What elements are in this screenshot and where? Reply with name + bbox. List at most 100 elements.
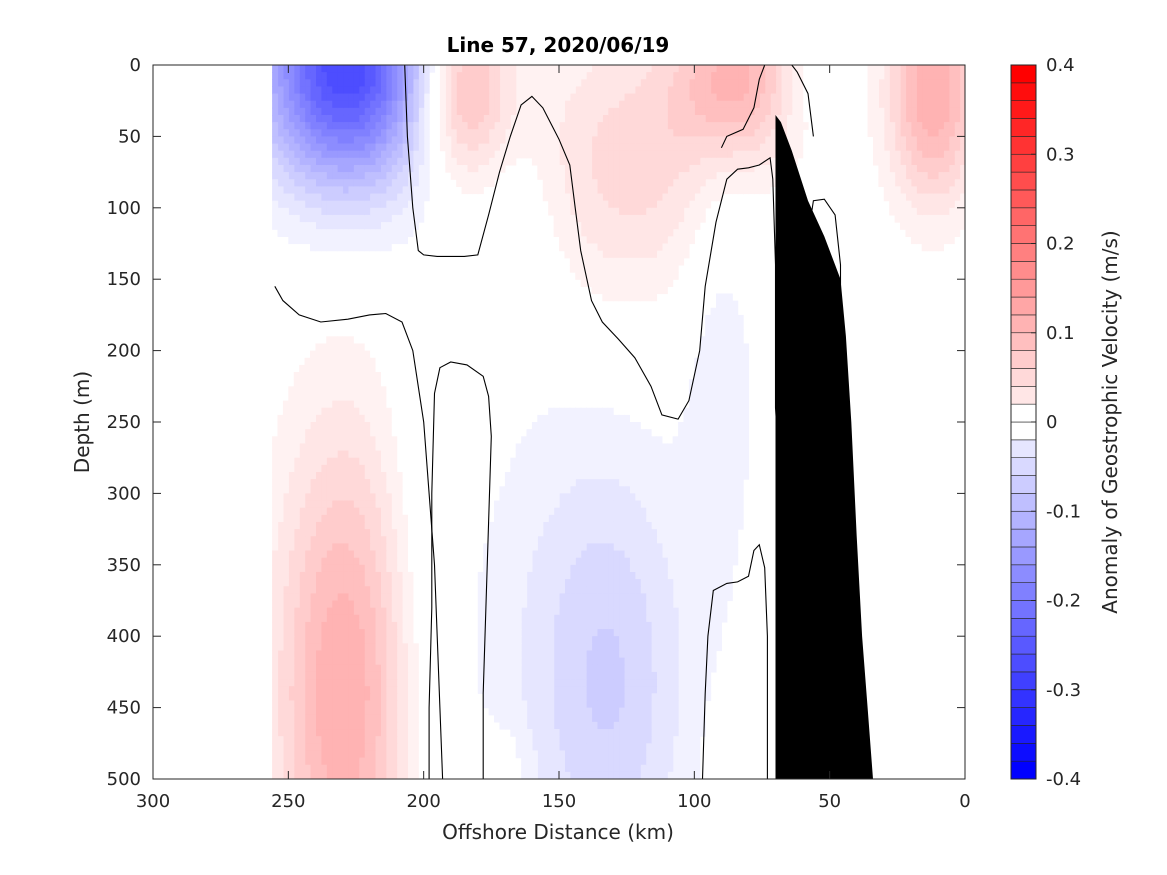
heatmap-cell	[872, 122, 879, 130]
heatmap-cell	[943, 186, 950, 195]
heatmap-cell	[483, 79, 490, 88]
heatmap-cell	[602, 714, 609, 723]
heatmap-cell	[602, 557, 609, 566]
heatmap-cell	[510, 529, 517, 537]
heatmap-cell	[732, 479, 739, 487]
heatmap-cell	[867, 100, 874, 109]
heatmap-cell	[645, 771, 652, 779]
heatmap-cell	[380, 714, 387, 723]
heatmap-cell	[391, 521, 398, 530]
heatmap-cell	[374, 129, 381, 137]
heatmap-cell	[564, 172, 571, 180]
heatmap-cell	[494, 107, 501, 116]
heatmap-cell	[504, 664, 511, 673]
heatmap-cell	[705, 521, 712, 530]
heatmap-cell	[640, 65, 647, 73]
heatmap-cell	[629, 679, 636, 687]
heatmap-cell	[721, 536, 728, 544]
heatmap-cell	[499, 514, 506, 523]
heatmap-cell	[688, 629, 695, 637]
heatmap-cell	[651, 222, 658, 230]
heatmap-cell	[575, 750, 582, 759]
heatmap-cell	[905, 229, 912, 237]
heatmap-cell	[553, 429, 560, 437]
heatmap-cell	[743, 414, 750, 423]
heatmap-cell	[515, 443, 522, 452]
heatmap-cell	[607, 157, 614, 166]
heatmap-cell	[380, 607, 387, 616]
heatmap-cell	[661, 750, 668, 759]
heatmap-cell	[667, 693, 674, 702]
heatmap-cell	[396, 179, 403, 187]
heatmap-cell	[678, 536, 685, 544]
heatmap-cell	[575, 450, 582, 459]
heatmap-cell	[656, 750, 663, 759]
heatmap-cell	[553, 186, 560, 195]
heatmap-cell	[531, 543, 538, 552]
heatmap-cell	[710, 329, 717, 337]
heatmap-cell	[629, 671, 636, 680]
heatmap-cell	[374, 436, 381, 445]
heatmap-cell	[721, 65, 728, 73]
heatmap-cell	[748, 186, 755, 195]
heatmap-cell	[618, 72, 625, 80]
heatmap-cell	[889, 193, 896, 202]
heatmap-cell	[564, 593, 571, 602]
heatmap-cell	[531, 564, 538, 573]
heatmap-cell	[705, 65, 712, 73]
heatmap-cell	[531, 507, 538, 516]
heatmap-cell	[694, 186, 701, 195]
heatmap-cell	[705, 86, 712, 95]
heatmap-cell	[364, 186, 371, 195]
heatmap-cell	[569, 464, 576, 473]
heatmap-cell	[661, 143, 668, 152]
heatmap-cell	[466, 79, 473, 88]
heatmap-cell	[396, 143, 403, 152]
heatmap-cell	[645, 700, 652, 709]
heatmap-cell	[715, 372, 722, 380]
heatmap-cell	[661, 222, 668, 230]
heatmap-cell	[710, 143, 717, 152]
heatmap-cell	[602, 279, 609, 287]
heatmap-cell	[645, 657, 652, 666]
heatmap-cell	[553, 593, 560, 602]
heatmap-cell	[715, 350, 722, 359]
heatmap-cell	[369, 700, 376, 709]
heatmap-cell	[407, 200, 414, 209]
heatmap-cell	[667, 236, 674, 245]
heatmap-cell	[656, 514, 663, 523]
heatmap-cell	[607, 521, 614, 530]
heatmap-cell	[380, 143, 387, 152]
heatmap-cell	[521, 600, 528, 609]
heatmap-cell	[607, 614, 614, 623]
heatmap-cell	[385, 207, 392, 216]
heatmap-cell	[531, 150, 538, 159]
heatmap-cell	[715, 614, 722, 623]
heatmap-cell	[905, 86, 912, 95]
heatmap-cell	[515, 457, 522, 466]
heatmap-cell	[521, 721, 528, 730]
heatmap-cell	[488, 679, 495, 687]
heatmap-cell	[515, 564, 522, 573]
heatmap-cell	[623, 736, 630, 744]
heatmap-cell	[515, 657, 522, 666]
heatmap-cell	[661, 457, 668, 466]
heatmap-cell	[780, 79, 787, 88]
heatmap-cell	[694, 172, 701, 180]
heatmap-cell	[694, 450, 701, 459]
heatmap-cell	[531, 143, 538, 152]
heatmap-cell	[374, 229, 381, 237]
heatmap-cell	[569, 200, 576, 209]
heatmap-cell	[743, 65, 750, 73]
heatmap-cell	[618, 257, 625, 266]
heatmap-cell	[715, 422, 722, 430]
heatmap-cell	[596, 172, 603, 180]
heatmap-cell	[477, 600, 484, 609]
heatmap-cell	[569, 729, 576, 737]
heatmap-cell	[396, 100, 403, 109]
heatmap-cell	[759, 150, 766, 159]
heatmap-cell	[602, 114, 609, 123]
heatmap-cell	[651, 550, 658, 559]
heatmap-cell	[737, 79, 744, 88]
heatmap-cell	[613, 200, 620, 209]
